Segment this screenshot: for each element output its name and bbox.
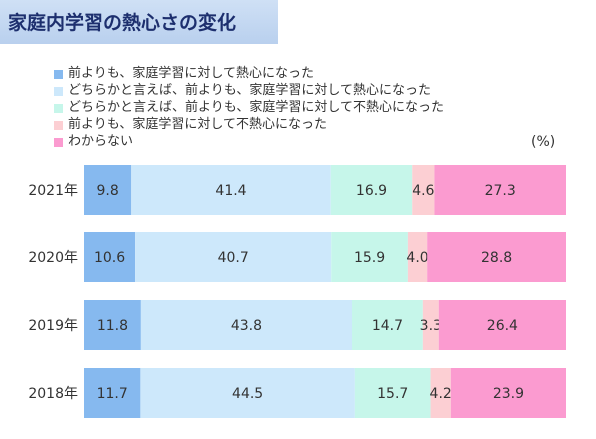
bar-value-label: 4.2 bbox=[430, 386, 452, 402]
bar-value-label: 16.9 bbox=[356, 183, 387, 199]
bar-segment bbox=[438, 300, 566, 350]
legend-item-2: どちらかと言えば、前よりも、家庭学習に対して熱心になった bbox=[54, 83, 444, 99]
bar-value-label: 4.6 bbox=[412, 183, 434, 199]
bar-segment bbox=[330, 165, 413, 215]
bar-value-label: 3.3 bbox=[420, 318, 442, 334]
bar-value-label: 44.5 bbox=[232, 386, 263, 402]
bar-segment bbox=[84, 368, 141, 418]
bar-value-label: 41.4 bbox=[215, 183, 246, 199]
legend-label-2: どちらかと言えば、前よりも、家庭学習に対して熱心になった bbox=[68, 83, 431, 98]
bar-segment bbox=[140, 300, 352, 350]
legend-label-3: どちらかと言えば、前よりも、家庭学習に対して不熱心になった bbox=[68, 100, 444, 115]
bar-value-label: 28.8 bbox=[481, 250, 512, 266]
legend-swatch-1 bbox=[54, 70, 63, 79]
bar-segment bbox=[131, 165, 331, 215]
bar-segment bbox=[430, 368, 451, 418]
year-label: 2018年 bbox=[28, 386, 78, 402]
legend-label-5: わからない bbox=[68, 134, 134, 149]
legend-item-1: 前よりも、家庭学習に対して熱心になった bbox=[54, 66, 444, 82]
bar-segment bbox=[412, 165, 435, 215]
bar-segment bbox=[351, 300, 423, 350]
legend: 前よりも、家庭学習に対して熱心になった どちらかと言えば、前よりも、家庭学習に対… bbox=[54, 66, 444, 151]
bar-value-label: 40.7 bbox=[218, 250, 249, 266]
year-label: 2021年 bbox=[28, 183, 78, 199]
bar-segment bbox=[422, 300, 439, 350]
bar-value-label: 11.8 bbox=[97, 318, 128, 334]
bar-value-label: 14.7 bbox=[372, 318, 403, 334]
bar-value-label: 23.9 bbox=[493, 386, 524, 402]
bar-segment bbox=[354, 368, 431, 418]
legend-swatch-3 bbox=[54, 104, 63, 113]
legend-item-4: 前よりも、家庭学習に対して不熱心になった bbox=[54, 117, 444, 133]
bar-value-label: 4.0 bbox=[406, 250, 428, 266]
bar-value-label: 26.4 bbox=[487, 318, 518, 334]
bar-value-label: 43.8 bbox=[231, 318, 262, 334]
bar-value-label: 15.9 bbox=[354, 250, 385, 266]
legend-swatch-2 bbox=[54, 87, 63, 96]
bar-value-label: 27.3 bbox=[485, 183, 516, 199]
bar-segment bbox=[427, 232, 566, 282]
bar-value-label: 10.6 bbox=[94, 250, 125, 266]
bar-segment bbox=[434, 165, 566, 215]
bar-segment bbox=[84, 300, 141, 350]
bar-segment bbox=[135, 232, 332, 282]
year-label: 2020年 bbox=[28, 250, 78, 266]
title-bar: 家庭内学習の熱心さの変化 bbox=[0, 0, 278, 44]
legend-label-4: 前よりも、家庭学習に対して不熱心になった bbox=[68, 117, 327, 132]
bar-segment bbox=[407, 232, 428, 282]
chart-title: 家庭内学習の熱心さの変化 bbox=[8, 12, 237, 34]
unit-label: (%) bbox=[531, 134, 556, 150]
bar-value-label: 11.7 bbox=[97, 386, 128, 402]
bar-segment bbox=[140, 368, 355, 418]
year-label: 2019年 bbox=[28, 318, 78, 334]
legend-swatch-5 bbox=[54, 138, 63, 147]
legend-label-1: 前よりも、家庭学習に対して熱心になった bbox=[68, 66, 314, 81]
bar-segment bbox=[450, 368, 566, 418]
legend-swatch-4 bbox=[54, 121, 63, 130]
bar-segment bbox=[84, 165, 132, 215]
legend-item-5: わからない bbox=[54, 134, 444, 150]
bar-value-label: 15.7 bbox=[377, 386, 408, 402]
legend-item-3: どちらかと言えば、前よりも、家庭学習に対して不熱心になった bbox=[54, 100, 444, 116]
bar-segment bbox=[331, 232, 408, 282]
bar-value-label: 9.8 bbox=[96, 183, 118, 199]
bar-segment bbox=[84, 232, 136, 282]
